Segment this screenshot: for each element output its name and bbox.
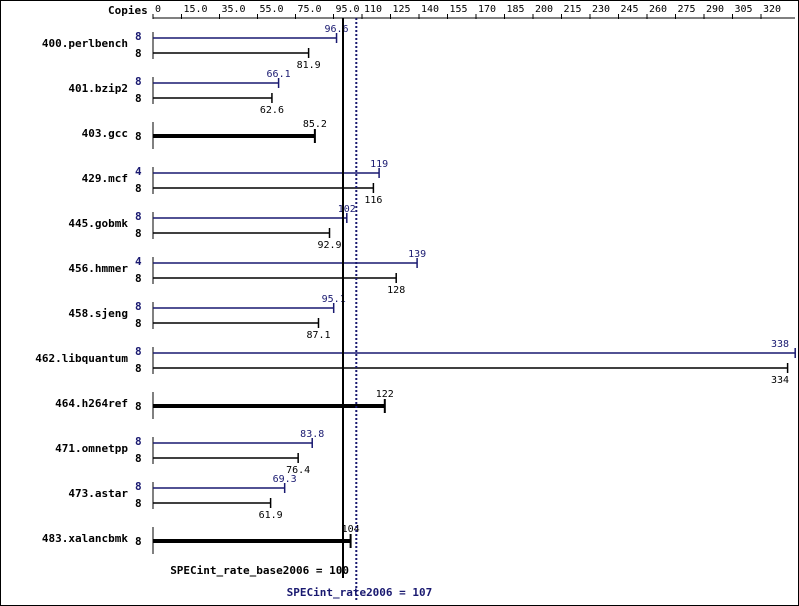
value-label: 85.2: [303, 119, 327, 130]
x-tick-label: 305: [735, 4, 753, 15]
peak-value-label: 83.8: [300, 429, 324, 440]
x-tick-label: 75.0: [298, 4, 322, 15]
base-value-label: 62.6: [260, 105, 284, 116]
benchmark-name: 401.bzip2: [68, 82, 128, 95]
benchmark-row: 429.mcf 4 8 119 116: [82, 159, 388, 206]
x-tick-label: 245: [621, 4, 639, 15]
base-value-label: 61.9: [259, 510, 283, 521]
peak-copies-label: 8: [135, 210, 142, 223]
x-tick-label: 215: [564, 4, 582, 15]
base-copies-label: 8: [135, 272, 142, 285]
peak-value-label: 119: [370, 159, 388, 170]
base-copies-label: 8: [135, 92, 142, 105]
base-copies-label: 8: [135, 47, 142, 60]
benchmark-name: 456.hmmer: [68, 262, 128, 275]
x-tick-label: 200: [535, 4, 553, 15]
x-tick-label: 290: [706, 4, 724, 15]
peak-value-label: 95.1: [322, 294, 346, 305]
benchmark-name: 458.sjeng: [68, 307, 128, 320]
benchmark-row: 471.omnetpp 8 8 83.8 76.4: [55, 429, 324, 476]
x-tick-label: 95.0: [336, 4, 360, 15]
peak-value-label: 69.3: [273, 474, 297, 485]
reference-lines: SPECint_rate_base2006 = 100 SPECint_rate2…: [170, 18, 432, 600]
benchmark-row: 400.perlbench 8 8 96.6 81.9: [42, 24, 349, 71]
x-tick-label: 170: [478, 4, 496, 15]
x-tick-label: 125: [393, 4, 411, 15]
base-copies-label: 8: [135, 182, 142, 195]
x-tick-label: 0: [155, 4, 161, 15]
x-tick-label: 185: [507, 4, 525, 15]
peak-copies-label: 8: [135, 345, 142, 358]
x-tick-label: 260: [649, 4, 667, 15]
benchmark-name: 464.h264ref: [55, 397, 128, 410]
axis-title: Copies: [108, 4, 148, 17]
base-reference-label: SPECint_rate_base2006 = 100: [170, 564, 349, 577]
benchmark-row: 445.gobmk 8 8 102 92.9: [68, 204, 355, 251]
x-tick-label: 320: [763, 4, 781, 15]
x-tick-label: 110: [364, 4, 382, 15]
peak-copies-label: 4: [135, 255, 142, 268]
benchmark-row: 456.hmmer 4 8 139 128: [68, 249, 426, 296]
peak-value-label: 96.6: [324, 24, 348, 35]
base-copies-label: 8: [135, 452, 142, 465]
benchmark-row: 464.h264ref 8 122: [55, 389, 394, 419]
value-label: 104: [342, 524, 360, 535]
benchmark-name: 471.omnetpp: [55, 442, 128, 455]
benchmark-name: 445.gobmk: [68, 217, 128, 230]
benchmark-name: 403.gcc: [82, 127, 128, 140]
copies-label: 8: [135, 535, 142, 548]
peak-copies-label: 8: [135, 480, 142, 493]
peak-copies-label: 8: [135, 75, 142, 88]
benchmark-row: 473.astar 8 8 69.3 61.9: [68, 474, 296, 521]
benchmark-row: 401.bzip2 8 8 66.1 62.6: [68, 69, 290, 116]
copies-label: 8: [135, 400, 142, 413]
x-tick-label: 15.0: [184, 4, 208, 15]
base-value-label: 92.9: [317, 240, 341, 251]
benchmark-rows: 400.perlbench 8 8 96.6 81.9 401.bzip2 8 8 66.1 62…: [35, 24, 796, 554]
x-tick-label: 230: [592, 4, 610, 15]
benchmark-row: 462.libquantum 8 8 338 334: [35, 339, 796, 386]
peak-copies-label: 8: [135, 300, 142, 313]
x-tick-label: 275: [678, 4, 696, 15]
base-value-label: 81.9: [297, 60, 321, 71]
peak-copies-label: 8: [135, 435, 142, 448]
peak-value-label: 338: [771, 339, 789, 350]
peak-copies-label: 8: [135, 30, 142, 43]
x-tick-label: 35.0: [222, 4, 246, 15]
benchmark-row: 458.sjeng 8 8 95.1 87.1: [68, 294, 345, 341]
x-axis: 0 15.0 35.0 55.0 75.0 95.0 110 125 140 155 170 185 2…: [152, 4, 799, 19]
benchmark-name: 462.libquantum: [35, 352, 128, 365]
benchmark-row: 403.gcc 8 85.2: [82, 119, 327, 149]
benchmark-name: 400.perlbench: [42, 37, 128, 50]
peak-reference-label: SPECint_rate2006 = 107: [287, 586, 433, 599]
base-value-label: 334: [771, 375, 789, 386]
base-copies-label: 8: [135, 317, 142, 330]
base-copies-label: 8: [135, 227, 142, 240]
benchmark-row: 483.xalancbmk 8 104: [42, 524, 360, 554]
x-tick-label: 155: [450, 4, 468, 15]
peak-value-label: 139: [408, 249, 426, 260]
benchmark-name: 483.xalancbmk: [42, 532, 128, 545]
base-copies-label: 8: [135, 497, 142, 510]
base-value-label: 87.1: [306, 330, 330, 341]
peak-value-label: 102: [338, 204, 356, 215]
peak-copies-label: 4: [135, 165, 142, 178]
base-value-label: 128: [387, 285, 405, 296]
base-value-label: 116: [364, 195, 382, 206]
x-tick-label: 55.0: [260, 4, 284, 15]
benchmark-name: 473.astar: [68, 487, 128, 500]
copies-label: 8: [135, 130, 142, 143]
peak-value-label: 66.1: [267, 69, 291, 80]
value-label: 122: [376, 389, 394, 400]
x-tick-label: 140: [421, 4, 439, 15]
base-value-label: 76.4: [286, 465, 310, 476]
base-copies-label: 8: [135, 362, 142, 375]
benchmark-name: 429.mcf: [82, 172, 128, 185]
